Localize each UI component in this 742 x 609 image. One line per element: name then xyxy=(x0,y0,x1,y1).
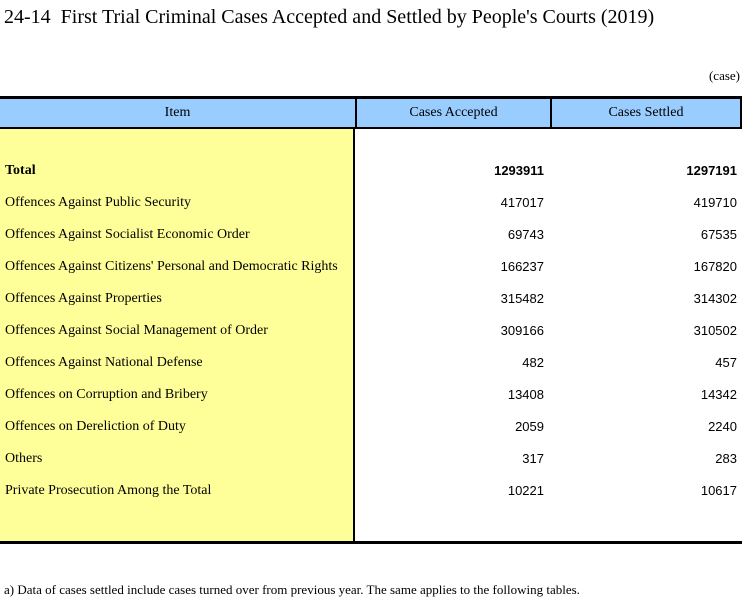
cases-settled-cell: 314302 xyxy=(693,291,737,306)
item-cell: Offences on Corruption and Bribery xyxy=(5,387,208,402)
table-body: Total 1293911 1297191 Offences Against P… xyxy=(0,129,742,544)
cases-settled-cell: 14342 xyxy=(700,387,737,402)
cases-accepted-cell: 317 xyxy=(522,451,544,466)
cases-settled-cell: 10617 xyxy=(700,483,737,498)
cases-accepted-cell: 309166 xyxy=(500,323,544,338)
cases-settled-cell: 167820 xyxy=(693,259,737,274)
table-rows: Total 1293911 1297191 Offences Against P… xyxy=(0,129,742,507)
cases-settled-cell: 310502 xyxy=(693,323,737,338)
unit-label: (case) xyxy=(708,68,740,83)
table-row: Offences Against Socialist Economic Orde… xyxy=(0,219,742,251)
cases-accepted-cell: 417017 xyxy=(500,195,544,210)
cases-settled-cell: 67535 xyxy=(700,227,737,242)
item-cell: Private Prosecution Among the Total xyxy=(5,483,212,498)
cases-accepted-cell: 13408 xyxy=(507,387,544,402)
item-cell: Others xyxy=(5,451,43,466)
table-row: Offences Against National Defense 482 45… xyxy=(0,347,742,379)
table-row: Offences on Dereliction of Duty 2059 224… xyxy=(0,411,742,443)
cases-accepted-cell: 69743 xyxy=(507,227,544,242)
table-row: Offences Against Properties 315482 31430… xyxy=(0,283,742,315)
cases-accepted-cell: 315482 xyxy=(500,291,544,306)
cases-accepted-cell: 1293911 xyxy=(494,163,544,178)
item-cell: Offences Against Public Security xyxy=(5,195,191,210)
cases-settled-cell: 419710 xyxy=(693,195,737,210)
item-cell: Offences Against Citizens' Personal and … xyxy=(5,259,338,274)
cases-settled-cell: 2240 xyxy=(708,419,737,434)
item-cell: Offences Against Socialist Economic Orde… xyxy=(5,227,250,242)
column-header-cases-settled: Cases Settled xyxy=(550,99,742,127)
table-row: Others 317 283 xyxy=(0,443,742,475)
table-row-total: Total 1293911 1297191 xyxy=(0,155,742,187)
item-cell: Offences Against Properties xyxy=(5,291,162,306)
table-header-row: Item Cases Accepted Cases Settled xyxy=(0,96,742,129)
cases-settled-cell: 1297191 xyxy=(686,163,737,178)
item-column-background xyxy=(0,129,355,541)
page-title: 24-14 First Trial Criminal Cases Accepte… xyxy=(4,6,655,28)
column-header-cases-accepted: Cases Accepted xyxy=(355,99,550,127)
cases-accepted-cell: 2059 xyxy=(515,419,544,434)
table-row: Offences on Corruption and Bribery 13408… xyxy=(0,379,742,411)
cases-settled-cell: 283 xyxy=(715,451,737,466)
item-cell: Total xyxy=(5,163,36,178)
item-cell: Offences Against Social Management of Or… xyxy=(5,323,268,338)
table-row: Offences Against Social Management of Or… xyxy=(0,315,742,347)
table-row: Offences Against Public Security 417017 … xyxy=(0,187,742,219)
cases-accepted-cell: 10221 xyxy=(507,483,544,498)
item-cell: Offences Against National Defense xyxy=(5,355,203,370)
footnote: a) Data of cases settled include cases t… xyxy=(4,582,580,597)
cases-accepted-cell: 166237 xyxy=(500,259,544,274)
cases-accepted-cell: 482 xyxy=(522,355,544,370)
cases-settled-cell: 457 xyxy=(715,355,737,370)
column-header-item: Item xyxy=(164,105,191,120)
item-cell: Offences on Dereliction of Duty xyxy=(5,419,186,434)
table-row: Private Prosecution Among the Total 1022… xyxy=(0,475,742,507)
data-table: Item Cases Accepted Cases Settled Total … xyxy=(0,96,742,544)
table-row: Offences Against Citizens' Personal and … xyxy=(0,251,742,283)
